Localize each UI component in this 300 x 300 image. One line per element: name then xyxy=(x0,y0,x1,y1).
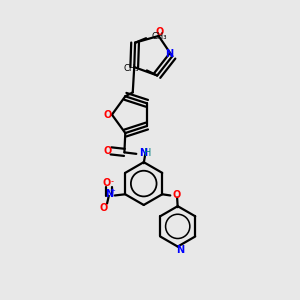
Text: N: N xyxy=(105,189,113,199)
Text: O: O xyxy=(103,110,112,120)
Text: +: + xyxy=(110,188,115,194)
Text: O: O xyxy=(156,27,164,38)
Text: -: - xyxy=(111,177,114,186)
Text: CH₃: CH₃ xyxy=(152,32,167,41)
Text: N: N xyxy=(139,148,147,158)
Text: H: H xyxy=(144,148,151,158)
Text: O: O xyxy=(100,203,108,213)
Text: O: O xyxy=(103,146,112,156)
Text: N: N xyxy=(165,49,173,59)
Text: O: O xyxy=(102,178,111,188)
Text: O: O xyxy=(173,190,181,200)
Text: N: N xyxy=(176,245,184,255)
Text: CH₃: CH₃ xyxy=(124,64,140,73)
